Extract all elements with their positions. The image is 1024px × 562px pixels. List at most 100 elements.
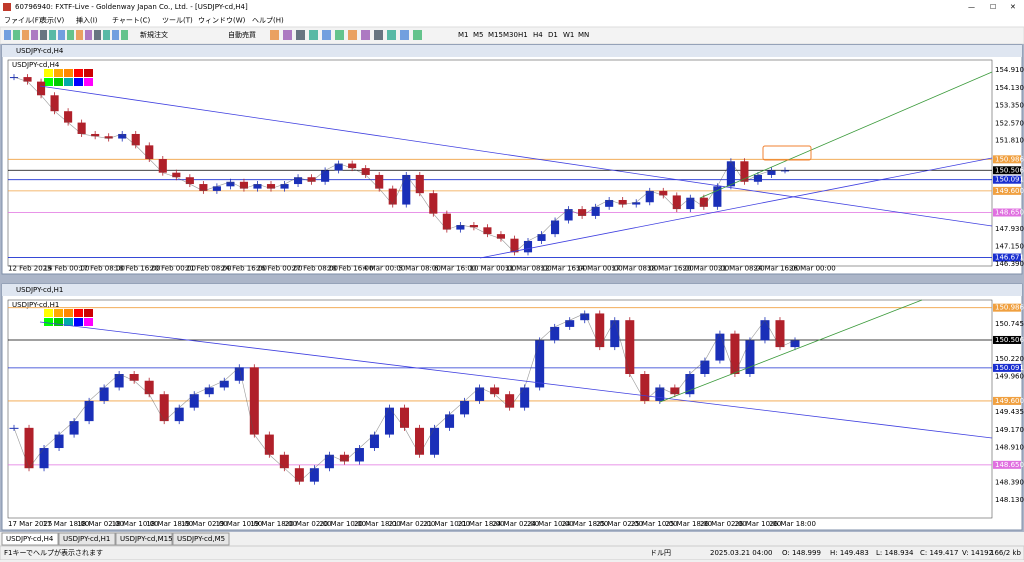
toolbar-icon[interactable] (103, 30, 110, 40)
color-palette-swatch[interactable] (54, 309, 63, 317)
time-label: 21 Mar 18:00 (458, 520, 505, 528)
candle-body (672, 195, 681, 210)
color-palette-swatch[interactable] (84, 78, 93, 86)
timeframe-button[interactable]: H1 (518, 31, 528, 39)
maximize[interactable]: ☐ (990, 3, 996, 11)
toolbar-icon[interactable] (22, 30, 29, 40)
timeframe-button[interactable]: M15 (488, 31, 503, 39)
toolbar-icon[interactable] (13, 30, 20, 40)
candle-body (726, 161, 735, 187)
toolbar-icon[interactable] (67, 30, 74, 40)
price-label: 148.390 (995, 478, 1024, 486)
close-line (13, 76, 785, 253)
toolbar-icon[interactable] (387, 30, 396, 40)
close-line (13, 313, 796, 483)
timeframe-button[interactable]: D1 (548, 31, 558, 39)
menu-item[interactable]: ウィンドウ(W) (198, 17, 246, 25)
menu-item[interactable]: ファイル(F) (4, 17, 42, 25)
toolbar-icon[interactable] (121, 30, 128, 40)
color-palette-swatch[interactable] (64, 69, 73, 77)
menu-item[interactable]: 表示(V) (40, 16, 65, 25)
color-palette-swatch[interactable] (84, 309, 93, 317)
timeframe-button[interactable]: M5 (473, 31, 484, 39)
toolbar-icon[interactable] (58, 30, 65, 40)
candle-body (510, 238, 519, 253)
color-palette-swatch[interactable] (44, 78, 53, 86)
toolbar-icon[interactable] (270, 30, 279, 40)
color-palette-swatch[interactable] (84, 69, 93, 77)
toolbar-icon[interactable] (283, 30, 292, 40)
toolbar-icon[interactable] (40, 30, 47, 40)
close[interactable]: ✕ (1010, 3, 1016, 11)
color-palette-swatch[interactable] (74, 78, 83, 86)
menu-item[interactable]: ツール(T) (162, 17, 193, 25)
toolbar-icon[interactable] (413, 30, 422, 40)
color-palette-swatch[interactable] (54, 69, 63, 77)
price-label: 150.986 (995, 304, 1024, 312)
candle-body (745, 340, 755, 375)
new-order-button[interactable]: 新規注文 (140, 30, 168, 39)
color-palette-swatch[interactable] (44, 309, 53, 317)
chart-tab-label[interactable]: USDJPY-cd,H1 (63, 535, 110, 543)
color-palette-swatch[interactable] (44, 69, 53, 77)
menu-item[interactable]: 挿入(I) (76, 16, 98, 25)
time-label: 14 Mar 00:00 (576, 265, 623, 273)
color-palette-swatch[interactable] (64, 78, 73, 86)
toolbar-icon[interactable] (85, 30, 92, 40)
color-palette-swatch[interactable] (64, 309, 73, 317)
color-palette-swatch[interactable] (54, 318, 63, 326)
chart-tab-label[interactable]: USDJPY-cd,H4 (6, 535, 54, 543)
chart-tab-label[interactable]: USDJPY-cd,M5 (177, 535, 225, 543)
toolbar-icon[interactable] (94, 30, 101, 40)
timeframe-button[interactable]: MN (578, 31, 589, 39)
time-label: 18 Mar 18:00 (146, 520, 193, 528)
toolbar-icon[interactable] (400, 30, 409, 40)
toolbar-icon[interactable] (296, 30, 305, 40)
candle-body (114, 374, 124, 388)
price-label: 150.745 (995, 320, 1024, 328)
color-palette-swatch[interactable] (74, 69, 83, 77)
price-label-box (993, 186, 1021, 195)
timeframe-button[interactable]: M30 (503, 31, 518, 39)
minimize[interactable]: — (968, 3, 975, 11)
candle-body (550, 326, 560, 341)
price-label: 150.091 (995, 364, 1024, 372)
timeframe-button[interactable]: W1 (563, 31, 574, 39)
color-palette-swatch[interactable] (64, 318, 73, 326)
time-label: 18 Mar 16:00 (647, 265, 694, 273)
menu-item[interactable]: ヘルプ(H) (252, 17, 284, 25)
color-palette-swatch[interactable] (74, 309, 83, 317)
toolbar-icon[interactable] (374, 30, 383, 40)
chart-tab[interactable] (172, 532, 230, 546)
auto-trade-button[interactable]: 自動売買 (228, 30, 256, 39)
toolbar-icon[interactable] (4, 30, 11, 40)
color-palette-swatch[interactable] (84, 318, 93, 326)
toolbar-icon[interactable] (361, 30, 370, 40)
candle-body (324, 454, 334, 469)
candle-body (23, 77, 32, 82)
timeframe-button[interactable]: H4 (533, 31, 543, 39)
price-label: 147.930 (995, 225, 1024, 233)
color-palette-swatch[interactable] (44, 318, 53, 326)
candle-body (199, 184, 208, 191)
chart-tab[interactable] (1, 532, 59, 546)
toolbar-icon[interactable] (112, 30, 119, 40)
color-palette-swatch[interactable] (54, 78, 63, 86)
toolbar-icon[interactable] (76, 30, 83, 40)
candle-body (249, 367, 259, 435)
candle-body (760, 320, 770, 341)
toolbar-icon[interactable] (322, 30, 331, 40)
toolbar-icon[interactable] (335, 30, 344, 40)
color-palette-swatch[interactable] (74, 318, 83, 326)
candle-body (550, 220, 560, 235)
chart-tab[interactable] (58, 532, 116, 546)
toolbar-icon[interactable] (49, 30, 56, 40)
toolbar-icon[interactable] (348, 30, 357, 40)
toolbar-icon[interactable] (31, 30, 38, 40)
chart-tab[interactable] (115, 532, 173, 546)
toolbar-icon[interactable] (309, 30, 318, 40)
candle-body (174, 407, 184, 422)
menu-item[interactable]: チャート(C) (112, 17, 151, 25)
timeframe-button[interactable]: M1 (458, 31, 469, 39)
chart-tab-label[interactable]: USDJPY-cd,M15 (120, 535, 173, 543)
